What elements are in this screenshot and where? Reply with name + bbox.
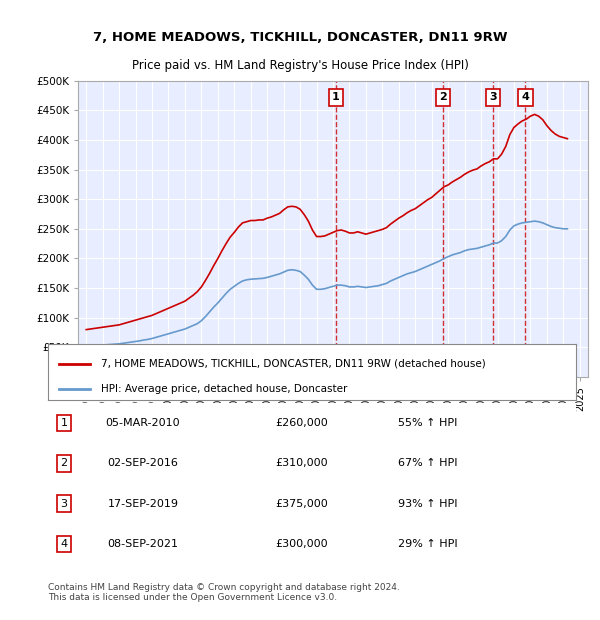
Text: 1: 1	[61, 418, 67, 428]
Text: 17-SEP-2019: 17-SEP-2019	[107, 498, 179, 509]
Text: 55% ↑ HPI: 55% ↑ HPI	[398, 418, 458, 428]
Text: 02-SEP-2016: 02-SEP-2016	[107, 458, 178, 469]
Text: 4: 4	[521, 92, 529, 102]
Text: 4: 4	[60, 539, 67, 549]
Text: £260,000: £260,000	[275, 418, 328, 428]
Text: 7, HOME MEADOWS, TICKHILL, DONCASTER, DN11 9RW (detached house): 7, HOME MEADOWS, TICKHILL, DONCASTER, DN…	[101, 358, 485, 369]
Text: 67% ↑ HPI: 67% ↑ HPI	[398, 458, 458, 469]
Text: 1: 1	[332, 92, 340, 102]
Text: 05-MAR-2010: 05-MAR-2010	[106, 418, 181, 428]
Text: 3: 3	[61, 498, 67, 509]
Text: £300,000: £300,000	[275, 539, 328, 549]
Text: 3: 3	[489, 92, 497, 102]
Text: £375,000: £375,000	[275, 498, 328, 509]
Text: 08-SEP-2021: 08-SEP-2021	[107, 539, 179, 549]
Text: 29% ↑ HPI: 29% ↑ HPI	[398, 539, 458, 549]
Text: 7, HOME MEADOWS, TICKHILL, DONCASTER, DN11 9RW: 7, HOME MEADOWS, TICKHILL, DONCASTER, DN…	[93, 31, 507, 44]
Text: HPI: Average price, detached house, Doncaster: HPI: Average price, detached house, Donc…	[101, 384, 347, 394]
Text: 93% ↑ HPI: 93% ↑ HPI	[398, 498, 458, 509]
Text: Contains HM Land Registry data © Crown copyright and database right 2024.
This d: Contains HM Land Registry data © Crown c…	[48, 583, 400, 602]
Text: £310,000: £310,000	[275, 458, 328, 469]
Text: 2: 2	[60, 458, 67, 469]
Text: Price paid vs. HM Land Registry's House Price Index (HPI): Price paid vs. HM Land Registry's House …	[131, 59, 469, 72]
Text: 2: 2	[439, 92, 446, 102]
